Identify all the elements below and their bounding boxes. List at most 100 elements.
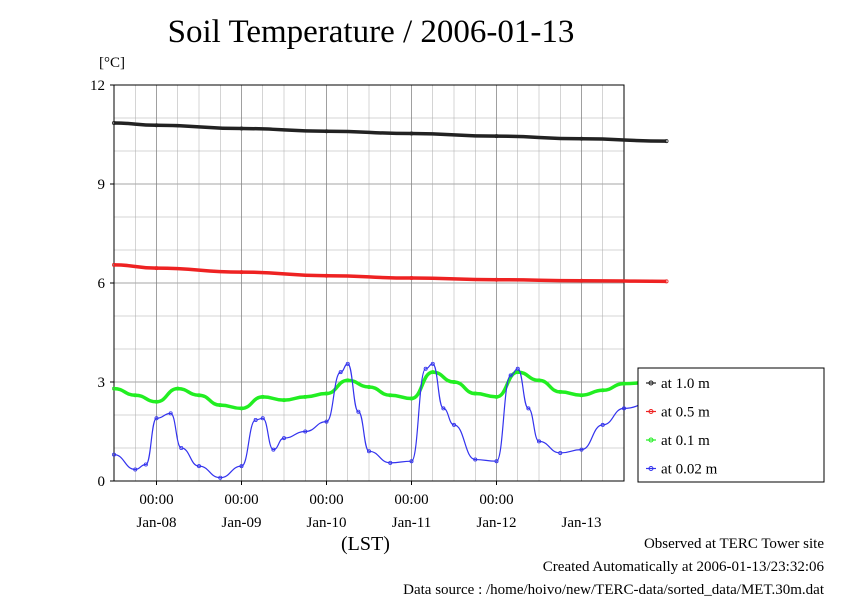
x-date-label: Jan-08	[137, 515, 177, 531]
series-4-point	[324, 419, 329, 424]
series-3-point	[112, 386, 117, 391]
series-2-point	[112, 262, 117, 267]
series-line-2	[113, 263, 667, 284]
series-3-point	[409, 396, 414, 401]
legend-swatch-marker	[648, 437, 654, 443]
series-4-point	[154, 416, 159, 421]
x-axis-label: (LST)	[341, 533, 390, 555]
series-1-point	[239, 126, 244, 131]
y-tick-label: 6	[98, 276, 106, 292]
x-date-label: Jan-11	[392, 515, 431, 531]
series-4-point	[388, 460, 393, 465]
series-3-point	[281, 398, 286, 403]
series-3-point	[133, 393, 138, 398]
footer-observed: Observed at TERC Tower site	[643, 536, 824, 552]
series-3-point	[239, 406, 244, 411]
legend-entry: at 0.1 m	[661, 433, 710, 449]
series-4-point	[515, 366, 520, 371]
legend-swatch-marker	[648, 380, 654, 386]
legend-entry: at 0.02 m	[661, 462, 718, 478]
series-3-point	[451, 379, 456, 384]
series-3-point	[388, 393, 393, 398]
series-4-point	[409, 459, 414, 464]
series-3-point	[473, 391, 478, 396]
series-2-point	[664, 279, 669, 284]
series-2-point	[579, 278, 584, 283]
series-1-point	[494, 134, 499, 139]
series-3-point	[537, 378, 542, 383]
footer-source: Data source : /home/hoivo/new/TERC-data/…	[403, 582, 824, 598]
series-3-point	[494, 394, 499, 399]
series-4-point	[441, 406, 446, 411]
legend-swatch-marker	[648, 409, 654, 414]
series-1-point	[409, 131, 414, 136]
series-4-point	[218, 475, 223, 480]
series-1-point	[579, 136, 584, 141]
series-3-point	[196, 393, 201, 398]
series-2-point	[239, 270, 244, 275]
series-4-point	[239, 464, 244, 469]
series-1-point	[664, 139, 669, 144]
series-1-point	[154, 123, 159, 128]
series-4-point	[179, 445, 184, 450]
series-2-point	[154, 266, 159, 271]
series-4-point	[133, 467, 138, 472]
series-4-point	[558, 450, 563, 455]
series-4-point	[112, 452, 117, 457]
legend-entry: at 0.5 m	[661, 405, 710, 421]
x-tick-label: 00:00	[139, 492, 173, 508]
series-3-point	[218, 403, 223, 408]
series-line-3	[113, 370, 667, 411]
series-4-point	[338, 370, 343, 375]
legend-entry: at 1.0 m	[661, 376, 710, 392]
series-line-4	[113, 363, 667, 479]
series-4-point	[579, 447, 584, 452]
y-tick-label: 0	[98, 474, 106, 490]
series-1-point	[324, 129, 329, 134]
series-4-point	[600, 422, 605, 427]
x-date-label: Jan-13	[562, 515, 602, 531]
series-3-point	[558, 389, 563, 394]
x-tick-label: 00:00	[224, 492, 258, 508]
x-date-label: Jan-12	[477, 515, 517, 531]
x-tick-label: 00:00	[394, 492, 428, 508]
series-4-point	[253, 417, 258, 422]
series-4-point	[271, 447, 276, 452]
series-2-point	[494, 277, 499, 282]
series-line-1	[113, 121, 667, 143]
legend-swatch-marker	[648, 466, 654, 471]
series-3-point	[175, 386, 180, 391]
series-4-point	[345, 361, 350, 366]
series-3-point	[345, 378, 350, 383]
series-4-point	[423, 366, 428, 371]
series-4-point	[508, 373, 513, 378]
series-4-point	[168, 411, 173, 416]
footer-created: Created Automatically at 2006-01-13/23:3…	[542, 559, 824, 575]
series-2-point	[409, 276, 414, 281]
x-date-label: Jan-10	[307, 515, 347, 531]
series-2-point	[324, 273, 329, 278]
series-4-point	[537, 439, 542, 444]
series-3-point	[366, 384, 371, 389]
series-4-point	[494, 459, 499, 464]
series-4-point	[196, 464, 201, 469]
series-4-point	[526, 406, 531, 411]
series-3-point	[430, 370, 435, 375]
series-4-point	[473, 457, 478, 462]
y-tick-label: 9	[98, 177, 106, 193]
series-4-point	[451, 422, 456, 427]
x-date-label: Jan-09	[222, 515, 262, 531]
series-4-point	[430, 361, 435, 366]
series-3-point	[324, 391, 329, 396]
series-3-point	[579, 393, 584, 398]
y-tick-label: 12	[90, 78, 105, 94]
chart-title: Soil Temperature / 2006-01-13	[167, 14, 575, 50]
y-tick-label: 3	[98, 375, 106, 391]
series-4-point	[366, 449, 371, 454]
series-4-point	[260, 416, 265, 421]
series-4-point	[281, 436, 286, 441]
y-axis-unit: [°C]	[99, 55, 125, 71]
series-3-point	[600, 388, 605, 393]
series-3-point	[622, 381, 627, 386]
